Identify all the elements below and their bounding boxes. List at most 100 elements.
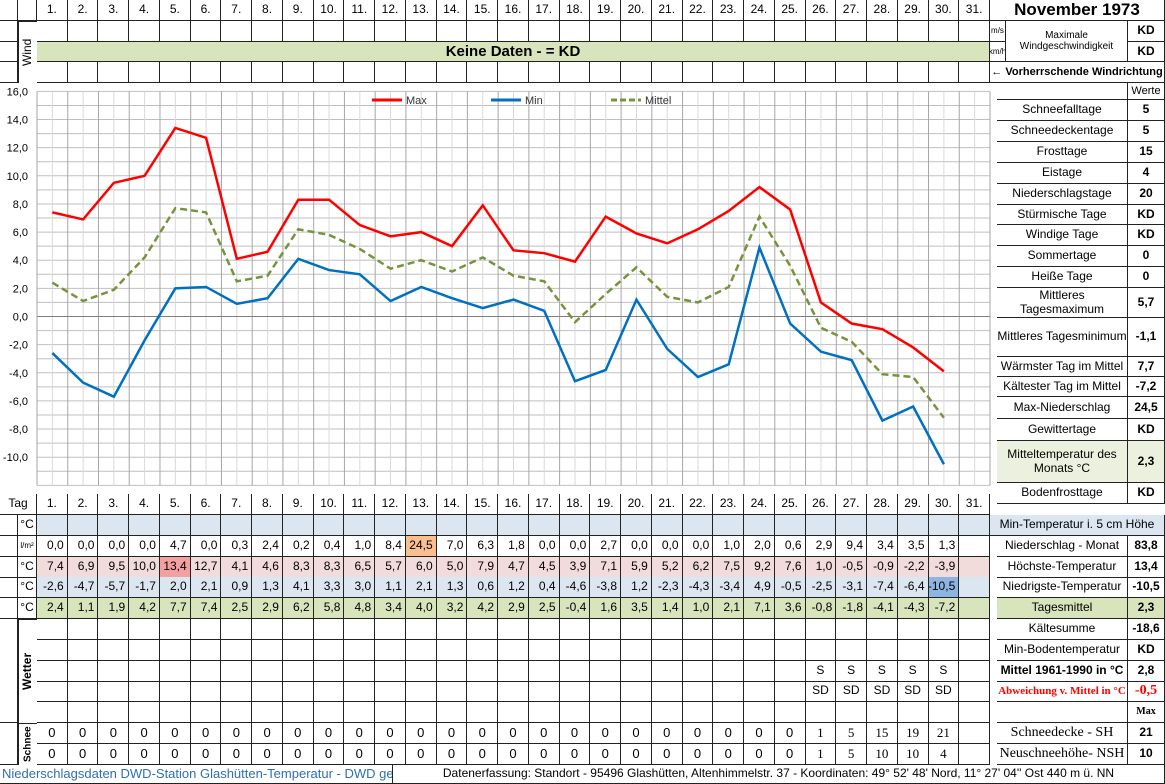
max-temp-cell[interactable]: -0,5 (836, 556, 868, 578)
min-5cm-cell[interactable] (744, 515, 775, 536)
weather-cell[interactable] (774, 639, 806, 661)
weather-cell[interactable] (375, 660, 406, 682)
weather-cell[interactable] (129, 619, 160, 640)
weather-cell[interactable] (621, 660, 652, 682)
day-header[interactable]: 11. (344, 494, 376, 515)
weather-cell[interactable] (282, 639, 314, 661)
weather-cell[interactable] (282, 660, 314, 682)
max-temp-cell[interactable]: 5,9 (621, 556, 652, 578)
new-snow-cell[interactable]: 0 (621, 744, 652, 765)
snow-depth-cell[interactable]: 0 (221, 723, 253, 744)
weather-cell[interactable] (713, 660, 745, 682)
min-temp-cell[interactable]: 2,1 (190, 577, 222, 599)
min-5cm-cell[interactable] (928, 515, 960, 536)
snow-depth-cell[interactable]: 0 (67, 723, 99, 744)
wind-cell[interactable] (651, 62, 683, 83)
weather-cell[interactable] (805, 702, 837, 724)
wind-cell[interactable] (129, 21, 160, 42)
min-5cm-cell[interactable] (528, 515, 560, 536)
weather-cell[interactable] (405, 702, 437, 724)
wind-cell[interactable] (498, 21, 529, 42)
wind-cell[interactable] (959, 62, 990, 83)
weather-cell[interactable] (959, 681, 990, 703)
snow-depth-cell[interactable]: 0 (744, 723, 775, 744)
precip-cell[interactable]: 0,0 (190, 535, 222, 557)
weather-cell[interactable] (928, 619, 960, 640)
min-5cm-cell[interactable] (836, 515, 868, 536)
min-5cm-cell[interactable] (590, 515, 622, 536)
weather-cell[interactable] (190, 681, 222, 703)
precip-cell[interactable]: 0,2 (282, 535, 314, 557)
day-header[interactable]: 25. (774, 494, 806, 515)
weather-cell[interactable] (559, 660, 591, 682)
mean-temp-cell[interactable]: 3,6 (774, 598, 806, 620)
wind-cell[interactable] (436, 21, 468, 42)
weather-cell[interactable] (129, 702, 160, 724)
weather-cell[interactable] (682, 702, 714, 724)
precip-cell[interactable]: 2,0 (744, 535, 775, 557)
min-5cm-cell[interactable] (682, 515, 714, 536)
weather-cell[interactable] (129, 660, 160, 682)
min-temp-cell[interactable]: 2,0 (159, 577, 191, 599)
max-temp-cell[interactable]: 7,5 (713, 556, 745, 578)
min-5cm-cell[interactable] (129, 515, 160, 536)
weather-cell[interactable] (37, 702, 68, 724)
min-5cm-cell[interactable] (651, 515, 683, 536)
wind-cell[interactable] (467, 62, 499, 83)
precip-cell[interactable]: 2,4 (252, 535, 283, 557)
snow-depth-cell[interactable]: 0 (682, 723, 714, 744)
weather-cell[interactable] (313, 681, 345, 703)
wind-cell[interactable] (682, 62, 714, 83)
max-temp-cell[interactable]: 4,6 (252, 556, 283, 578)
weather-cell[interactable] (559, 619, 591, 640)
wind-cell[interactable] (67, 62, 99, 83)
snow-depth-cell[interactable] (959, 723, 990, 744)
min-5cm-cell[interactable] (467, 515, 499, 536)
weather-cell[interactable] (252, 660, 283, 682)
snow-depth-cell[interactable]: 0 (713, 723, 745, 744)
weather-cell[interactable] (467, 681, 499, 703)
day-header[interactable]: 24. (744, 0, 775, 21)
new-snow-cell[interactable]: 0 (559, 744, 591, 765)
min-5cm-cell[interactable] (252, 515, 283, 536)
min-5cm-cell[interactable] (344, 515, 376, 536)
weather-cell[interactable] (836, 702, 868, 724)
day-header[interactable]: 18. (559, 0, 591, 21)
snow-depth-cell[interactable]: 0 (436, 723, 468, 744)
weather-cell[interactable] (67, 660, 99, 682)
snow-depth-cell[interactable]: 0 (467, 723, 499, 744)
weather-cell[interactable]: SD (867, 681, 898, 703)
weather-cell[interactable] (559, 681, 591, 703)
min-temp-cell[interactable]: 1,2 (621, 577, 652, 599)
day-header[interactable]: 4. (129, 494, 160, 515)
weather-cell[interactable] (436, 619, 468, 640)
max-temp-cell[interactable]: 4,5 (528, 556, 560, 578)
snow-depth-cell[interactable]: 15 (867, 723, 898, 744)
min-5cm-cell[interactable] (190, 515, 222, 536)
new-snow-cell[interactable]: 0 (436, 744, 468, 765)
new-snow-cell[interactable]: 0 (405, 744, 437, 765)
day-header[interactable]: 9. (282, 0, 314, 21)
mean-temp-cell[interactable]: -0,8 (805, 598, 837, 620)
day-header[interactable]: 18. (559, 494, 591, 515)
mean-temp-cell[interactable]: -0,4 (559, 598, 591, 620)
wind-cell[interactable] (344, 62, 376, 83)
wind-cell[interactable] (221, 62, 253, 83)
wind-cell[interactable] (559, 62, 591, 83)
wind-cell[interactable] (67, 21, 99, 42)
wind-cell[interactable] (98, 21, 130, 42)
min-temp-cell[interactable]: -4,3 (682, 577, 714, 599)
mean-temp-cell[interactable]: 2,9 (498, 598, 529, 620)
wind-cell[interactable] (559, 21, 591, 42)
min-temp-cell[interactable]: -7,4 (867, 577, 898, 599)
day-header[interactable]: 3. (98, 494, 130, 515)
snow-depth-cell[interactable]: 0 (375, 723, 406, 744)
max-temp-cell[interactable]: 9,5 (98, 556, 130, 578)
weather-cell[interactable] (344, 702, 376, 724)
precip-cell[interactable]: 0,0 (129, 535, 160, 557)
snow-depth-cell[interactable]: 0 (129, 723, 160, 744)
wind-cell[interactable] (867, 62, 898, 83)
wind-cell[interactable] (344, 21, 376, 42)
precip-cell[interactable]: 3,5 (897, 535, 929, 557)
precip-cell[interactable]: 7,0 (436, 535, 468, 557)
